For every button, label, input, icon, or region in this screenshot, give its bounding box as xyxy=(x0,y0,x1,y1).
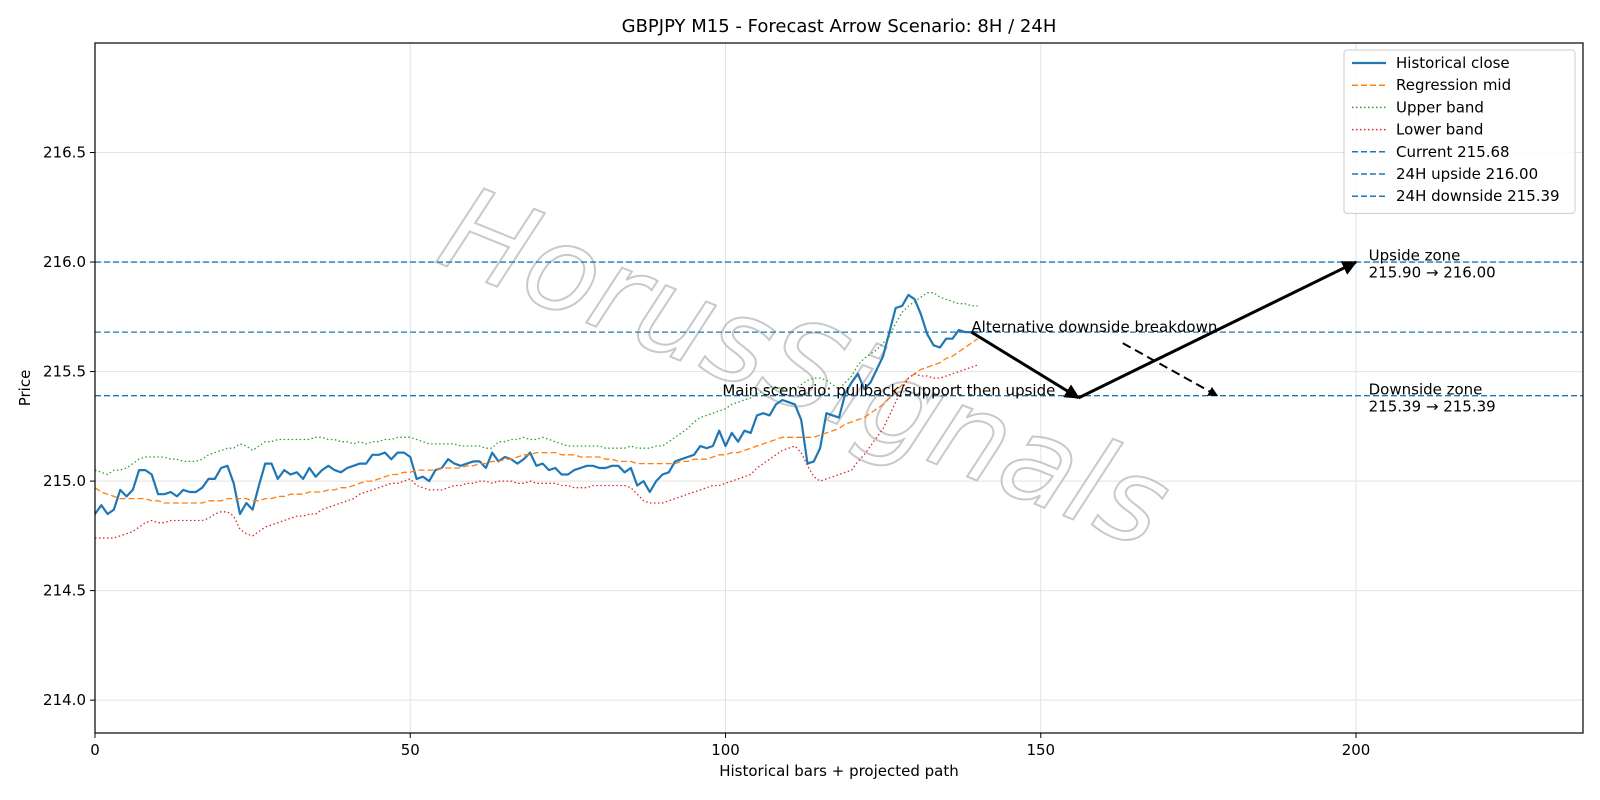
series-line xyxy=(94,292,978,476)
scenario-arrows xyxy=(970,260,1358,400)
legend-label: Lower band xyxy=(1396,121,1483,139)
series-lines xyxy=(94,292,979,539)
legend-label: Regression mid xyxy=(1396,76,1511,94)
scenario-arrow xyxy=(1077,260,1358,400)
chart-title: GBPJPY M15 - Forecast Arrow Scenario: 8H… xyxy=(622,16,1057,37)
zone-annotation: 215.90 → 216.00 xyxy=(1369,264,1496,282)
legend: Historical close Regression mid Upper band… xyxy=(1343,49,1576,214)
y-tick-label: 214.0 xyxy=(43,691,86,709)
scenario-annotation: Main scenario: pullback/support then ups… xyxy=(722,382,1055,400)
y-tick-label: 216.0 xyxy=(43,253,86,271)
legend-label: Historical close xyxy=(1396,54,1510,72)
series-line xyxy=(95,364,978,539)
plot-area-frame xyxy=(94,42,1584,734)
y-tick-label: 216.5 xyxy=(43,144,86,162)
axes: 0 50 100 150 200 214.0 214.5 215.0 215.5 216.0 216… xyxy=(43,144,1370,759)
zone-annotation: 215.39 → 215.39 xyxy=(1369,397,1496,415)
legend-label: Upper band xyxy=(1396,98,1484,116)
scenario-annotation: Alternative downside breakdown xyxy=(971,318,1217,336)
x-tick-label: 200 xyxy=(1342,741,1371,759)
zone-annotation: Downside zone xyxy=(1369,380,1483,398)
x-tick-label: 0 xyxy=(90,741,100,759)
series-line xyxy=(94,293,978,516)
y-tick-label: 215.5 xyxy=(43,363,86,381)
x-tick-label: 50 xyxy=(401,741,420,759)
zone-annotation: Upside zone xyxy=(1369,247,1461,265)
legend-box xyxy=(1343,49,1576,214)
legend-label: 24H downside 215.39 xyxy=(1396,187,1560,205)
x-tick-label: 150 xyxy=(1026,741,1055,759)
scenario-arrow xyxy=(1122,342,1219,397)
reference-lines xyxy=(95,261,1583,397)
y-tick-label: 215.0 xyxy=(43,472,86,490)
series-line xyxy=(94,338,979,504)
x-tick-label: 100 xyxy=(711,741,740,759)
legend-label: Current 215.68 xyxy=(1396,143,1510,161)
x-axis-label: Historical bars + projected path xyxy=(719,762,959,780)
y-tick-label: 214.5 xyxy=(43,582,86,600)
legend-label: 24H upside 216.00 xyxy=(1396,165,1538,183)
y-axis-label: Price xyxy=(16,370,34,407)
annotations: Main scenario: pullback/support then ups… xyxy=(722,247,1495,416)
scenario-arrow xyxy=(970,330,1080,400)
